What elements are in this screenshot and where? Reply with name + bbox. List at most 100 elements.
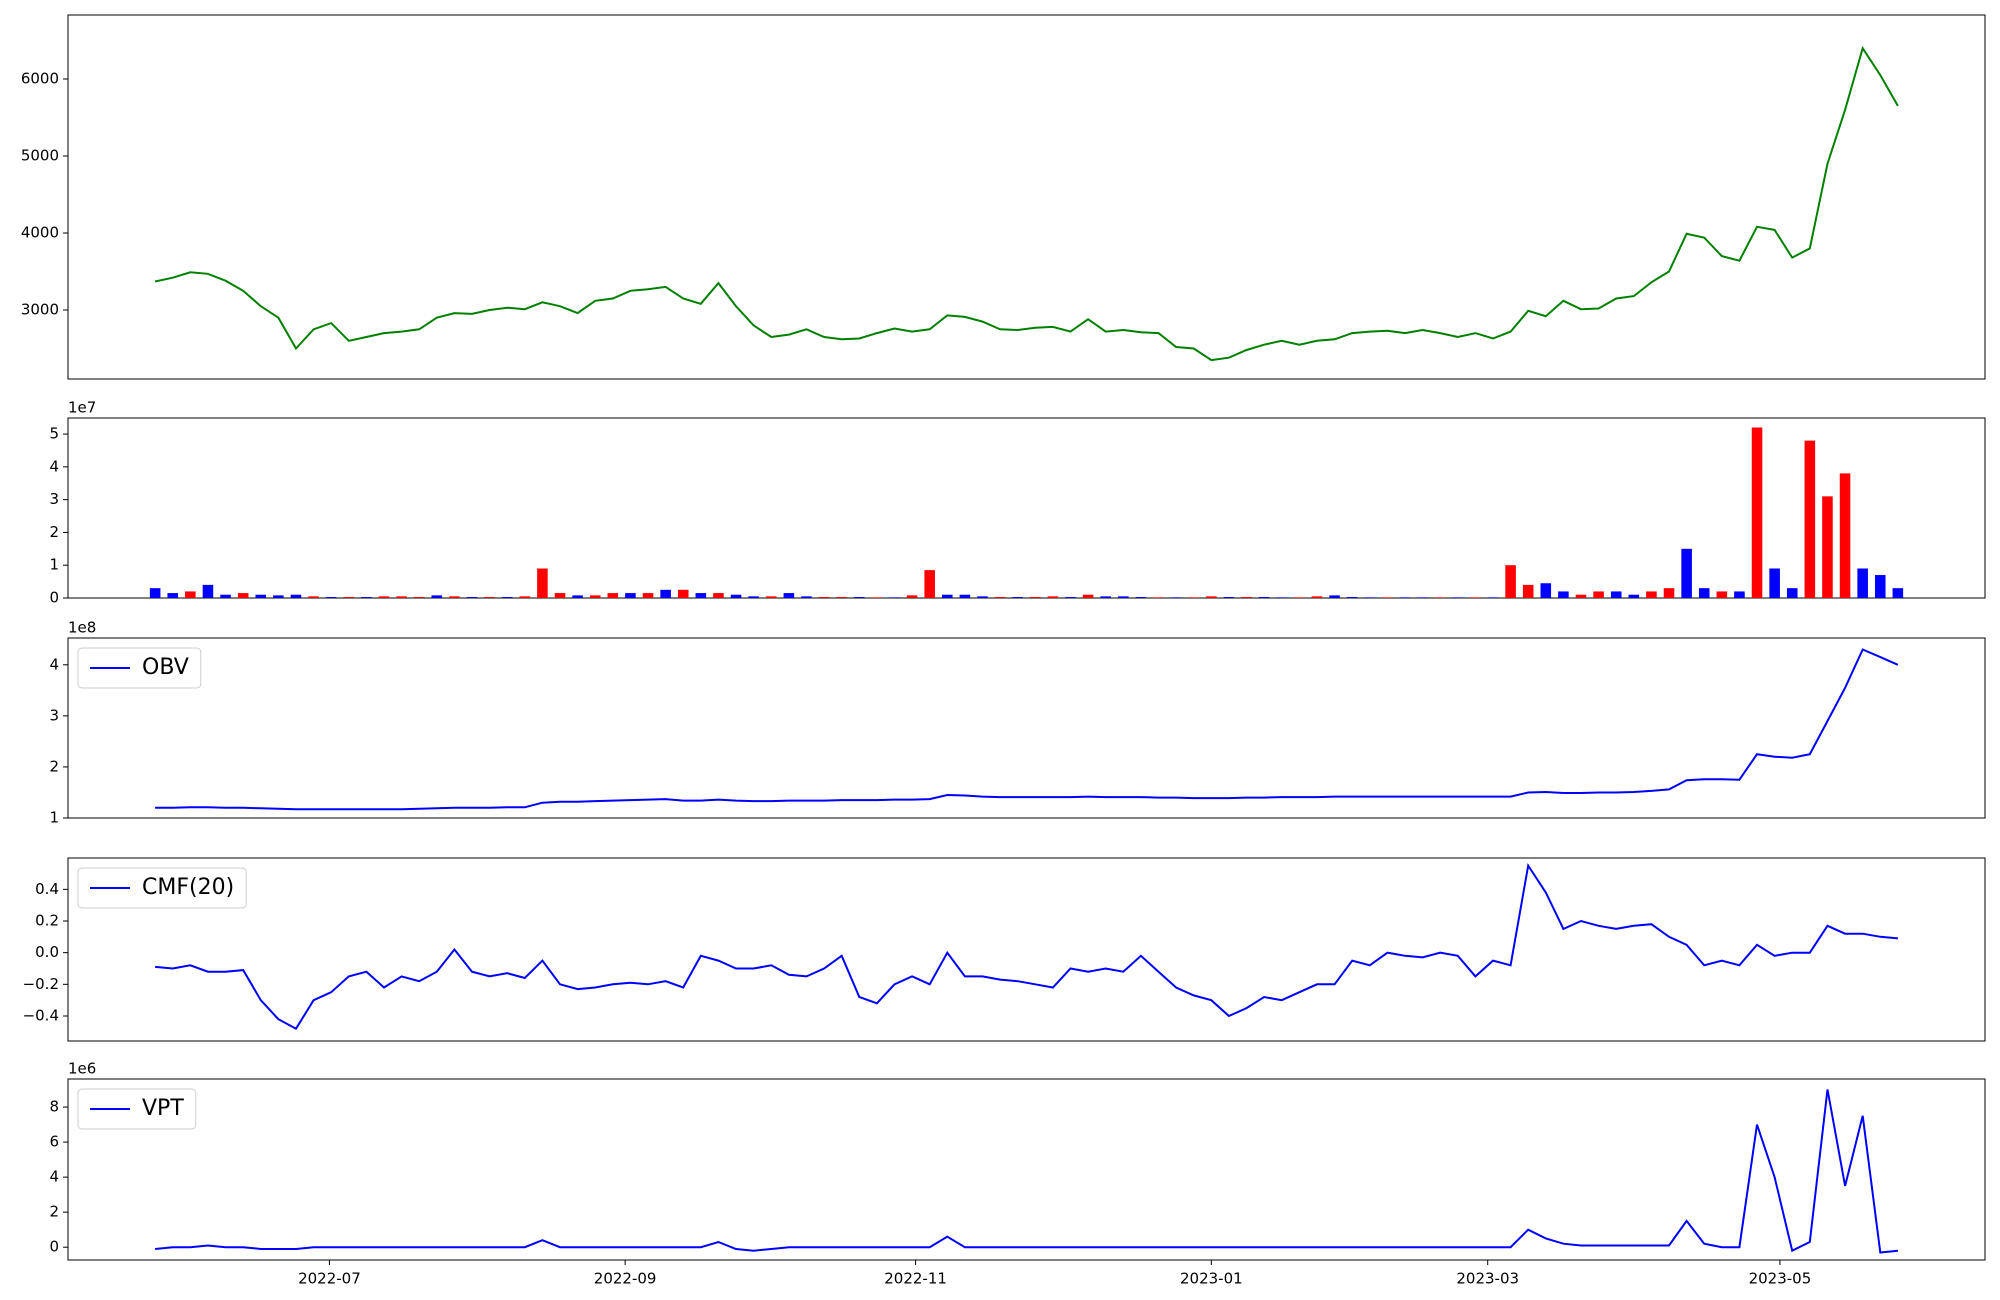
y-tick-label: 1 [49,809,59,827]
bar [1874,575,1886,598]
axes-frame [67,637,1986,819]
y-tick-label: 2 [49,1203,59,1221]
bar [220,594,231,598]
bar [660,589,671,598]
y-tick-label: 4 [49,457,59,475]
bar [1698,588,1710,598]
x-tick-label: 2022-09 [594,1270,657,1288]
bar [501,597,513,598]
bar [994,597,1006,598]
bar [1364,597,1376,598]
bar [783,593,795,598]
x-tick-label: 2023-05 [1749,1270,1812,1288]
bar [202,584,214,598]
y-tick-label: 2 [49,523,59,541]
bar [871,597,883,598]
bar [1346,597,1358,598]
axes-frame [67,417,1986,599]
legend-box [77,867,247,909]
bar [185,591,196,598]
y-tick-label: 0.2 [35,912,59,930]
y-tick-label: 3 [49,490,59,508]
bar [484,597,495,598]
bar [237,593,249,598]
bar [906,595,918,598]
bar [466,597,478,598]
bar [1135,597,1147,598]
y-tick-label: 5000 [21,146,59,164]
bar [1030,597,1041,598]
bar [801,596,812,598]
legend-box [77,647,202,689]
bar [1100,596,1111,598]
bar [1734,591,1745,598]
bar [413,597,425,598]
line [155,648,1899,811]
bar [1258,597,1270,598]
bar [924,570,935,598]
axis-offset-label: 1e8 [68,619,96,637]
bar [1012,597,1023,598]
bar [853,597,865,598]
bar [1487,597,1499,598]
y-tick-label: 4000 [21,223,59,241]
bar [255,594,267,598]
bar [1540,583,1552,598]
bar [1839,473,1851,598]
bar [1329,595,1340,598]
y-tick-label: −0.2 [23,975,59,993]
bar [1610,591,1622,598]
y-tick-label: 0.0 [35,943,59,961]
bar [1223,597,1235,598]
legend-label: CMF(20) [142,875,234,900]
legend-label: OBV [142,655,189,680]
bar [1522,584,1534,598]
bar [748,596,759,598]
axis-offset-label: 1e7 [68,399,96,417]
line [154,1089,1899,1254]
bar [149,588,161,598]
y-tick-label: 2 [49,757,59,775]
bar [1628,594,1640,598]
bar [308,596,319,598]
bar [554,593,566,598]
bar [1153,597,1164,598]
bar [396,596,407,598]
bar [1294,597,1305,598]
bar [1047,596,1059,598]
bar [1188,597,1200,598]
bar [1206,596,1217,598]
bar [1399,597,1411,598]
bar [1857,568,1868,598]
y-tick-label: 3 [49,706,59,724]
y-tick-label: 1 [49,556,59,574]
bar [1241,597,1252,598]
bar [1663,588,1675,598]
axis-offset-label: 1e6 [68,1060,96,1078]
bar [607,593,619,598]
bar [1716,591,1728,598]
bar [1681,548,1692,598]
y-tick-label: 8 [49,1098,59,1116]
bar [1311,596,1323,598]
x-tick-label: 2022-07 [298,1270,361,1288]
bar [167,593,179,598]
bar [765,596,777,598]
bar [1593,591,1604,598]
bar [1558,591,1569,598]
bar [378,596,390,598]
bar [361,597,372,598]
bar [836,597,847,598]
bar [1786,588,1798,598]
bar [818,597,830,598]
bar [1276,597,1288,598]
y-tick-label: 5 [49,425,59,443]
bar [519,596,531,598]
bar [449,596,460,598]
bar [1082,594,1094,598]
x-tick-label: 2022-11 [884,1270,947,1288]
bar [1575,594,1587,598]
bar [325,597,337,598]
y-tick-label: 0 [49,589,59,607]
bar [1382,597,1393,598]
